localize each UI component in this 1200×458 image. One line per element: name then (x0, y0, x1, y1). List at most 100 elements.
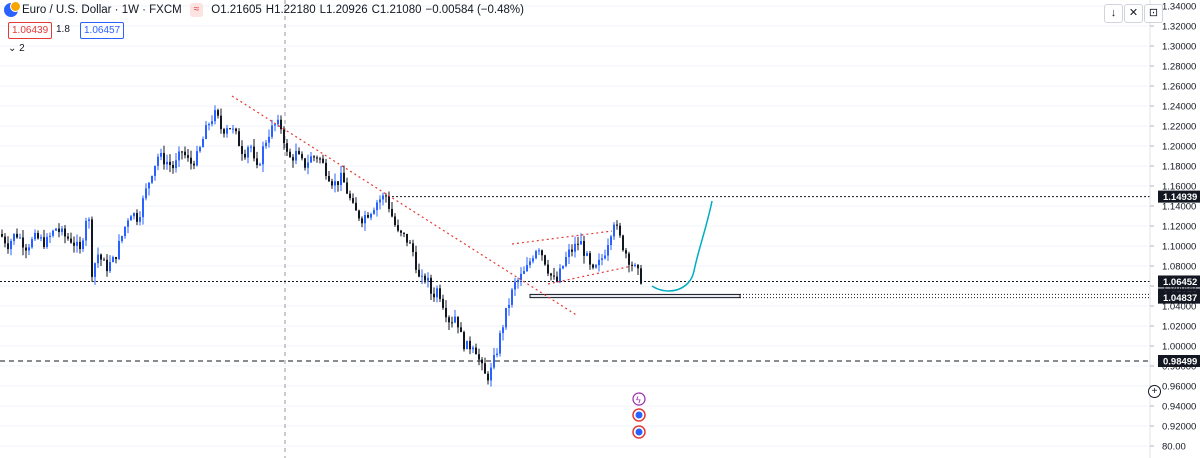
candle-body (88, 219, 90, 221)
candle-body (295, 150, 297, 161)
candle-body (55, 228, 57, 231)
price-level-label-text: 0.98499 (1163, 357, 1197, 368)
axis-tick-label: 1.12000 (1162, 222, 1196, 233)
candle-body (490, 367, 492, 381)
candle-body (43, 237, 45, 248)
candle-body (622, 235, 624, 251)
candle-body (49, 235, 51, 237)
axis-tick-label: 1.08000 (1162, 262, 1196, 273)
axis-tick-label: 0.94000 (1162, 402, 1196, 413)
axis-tick-label: 1.24000 (1162, 102, 1196, 113)
candle-body (367, 214, 369, 218)
ask-button[interactable]: 1.06457 (80, 22, 125, 39)
trendlines (231, 95, 633, 317)
candle-body (217, 110, 219, 116)
candle-body (181, 151, 183, 153)
candle-body (580, 241, 582, 245)
candle-body (343, 172, 345, 183)
candle-body (517, 279, 519, 283)
flag-icon-inner (635, 411, 643, 419)
trendline (547, 265, 633, 285)
candle-body (175, 160, 177, 169)
candle-body (100, 254, 102, 260)
candle-body (613, 224, 615, 237)
candle-body (358, 210, 360, 219)
symbol-title[interactable]: Euro / U.S. Dollar · 1W · FXCM (22, 4, 182, 16)
arrow-down-icon[interactable]: ↓ (1104, 4, 1123, 23)
candle-body (190, 157, 192, 164)
candle-body (325, 162, 327, 176)
candle-body (127, 220, 129, 227)
candle-body (223, 129, 225, 134)
candle-body (16, 233, 18, 238)
candle-body (568, 249, 570, 258)
candle-body (637, 264, 639, 269)
candle-body (97, 254, 99, 264)
indicators-toggle[interactable]: ⌄ 2 (8, 43, 25, 54)
compare-tag[interactable]: ≈ (189, 3, 204, 17)
candle-body (616, 224, 618, 226)
candle-body (238, 131, 240, 147)
candle-body (451, 322, 453, 324)
candle-body (514, 282, 516, 290)
candle-body (574, 243, 576, 252)
candle-body (253, 146, 255, 159)
projection-curve (651, 200, 713, 292)
candle-body (109, 262, 111, 272)
axis-tick-label: 1.14000 (1162, 202, 1196, 213)
candle-body (10, 240, 12, 250)
candle-body (22, 237, 24, 248)
candle-body (106, 259, 108, 272)
candle-body (463, 332, 465, 350)
candle-body (268, 136, 270, 143)
candle-body (208, 123, 210, 126)
axis-tick-label: 0.92000 (1162, 422, 1196, 433)
candle-body (625, 250, 627, 254)
candle-body (289, 151, 291, 158)
candle-body (118, 241, 120, 260)
candle-body (553, 275, 555, 277)
candle-body (469, 340, 471, 350)
price-level-label (1158, 355, 1200, 368)
fullscreen-icon[interactable]: ⊡ (1144, 4, 1163, 23)
candle-body (544, 255, 546, 265)
candle-body (196, 151, 198, 166)
candle-body (250, 146, 252, 148)
candle-body (28, 247, 30, 251)
candle-body (52, 230, 54, 236)
candle-body (511, 289, 513, 305)
candle-body (472, 347, 474, 350)
candle-body (82, 240, 84, 250)
axis-tick-label: 80.00 (1162, 442, 1186, 453)
candle-body (628, 253, 630, 265)
candle-body (604, 255, 606, 259)
add-alert-button[interactable]: + (1148, 385, 1161, 398)
candle-body (226, 128, 228, 134)
candle-body (70, 238, 72, 243)
candle-body (151, 176, 153, 183)
candle-body (247, 147, 249, 158)
chart-header: Euro / U.S. Dollar · 1W · FXCM ≈ O1.2160… (0, 0, 524, 20)
candle-body (571, 249, 573, 252)
candle-body (187, 155, 189, 158)
candle-body (1, 234, 3, 237)
candle-body (595, 265, 597, 268)
candle-body (280, 119, 282, 130)
axis-tick-label: 1.28000 (1162, 62, 1196, 73)
candle-body (370, 213, 372, 218)
trendline (511, 230, 613, 245)
candle-body (640, 268, 642, 284)
candle-body (589, 253, 591, 265)
candle-body (478, 354, 480, 360)
bid-button[interactable]: 1.06439 (8, 22, 53, 39)
axis-tick-label: 0.96000 (1162, 382, 1196, 393)
candle-body (598, 259, 600, 266)
candle-body (454, 316, 456, 323)
candle-body (304, 158, 306, 168)
candle-body (271, 125, 273, 137)
candle-body (373, 210, 375, 214)
ohlc-change: −0.00584 (−0.48%) (425, 4, 524, 16)
collapse-icon[interactable]: ✕ (1124, 4, 1143, 23)
price-level-label-text: 1.14939 (1163, 192, 1197, 203)
